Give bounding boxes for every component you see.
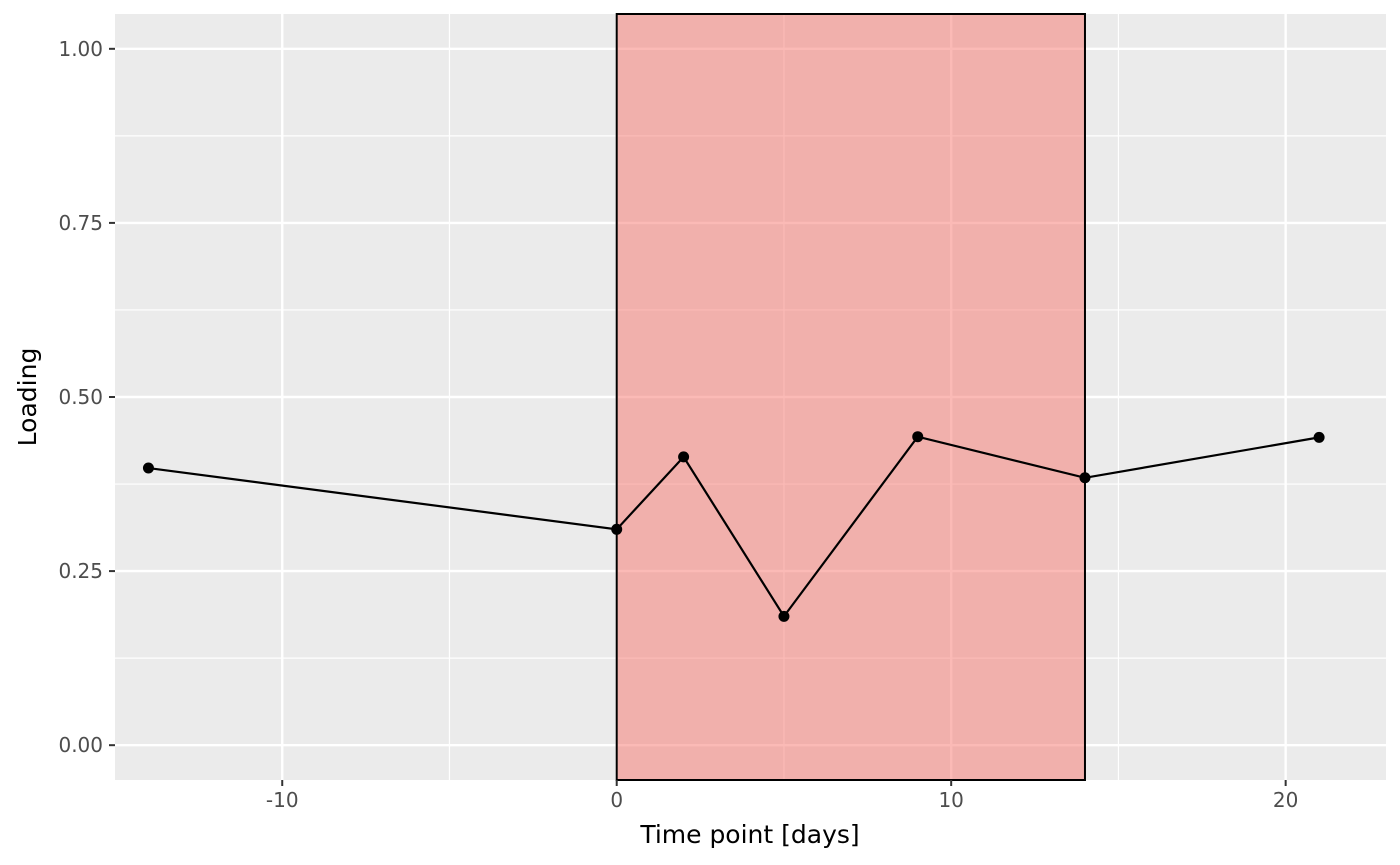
data-point: [611, 523, 623, 535]
y-tick-label: 0.50: [58, 385, 103, 409]
highlight-region-group: [615, 13, 1086, 781]
data-point: [678, 451, 690, 463]
data-point: [912, 431, 924, 443]
y-tick-label: 1.00: [58, 37, 103, 61]
data-point: [1313, 431, 1325, 443]
x-axis-title: Time point [days]: [639, 820, 859, 849]
x-tick-label: -10: [266, 788, 299, 812]
y-tick-label: 0.75: [58, 211, 103, 235]
y-tick-label: 0.25: [58, 559, 103, 583]
data-point: [778, 610, 790, 622]
data-point: [142, 462, 154, 474]
x-tick-label: 20: [1273, 788, 1298, 812]
y-tick-label: 0.00: [58, 733, 103, 757]
data-point: [1079, 472, 1091, 484]
axes-group: -10 0 10 20 0.00 0.25 0.50 0.75 1.00: [58, 37, 1298, 812]
series-group: [142, 431, 1325, 622]
y-axis-title: Loading: [13, 348, 42, 447]
x-tick-label: 10: [938, 788, 963, 812]
highlight-region: [615, 13, 1086, 781]
x-tick-label: 0: [610, 788, 623, 812]
